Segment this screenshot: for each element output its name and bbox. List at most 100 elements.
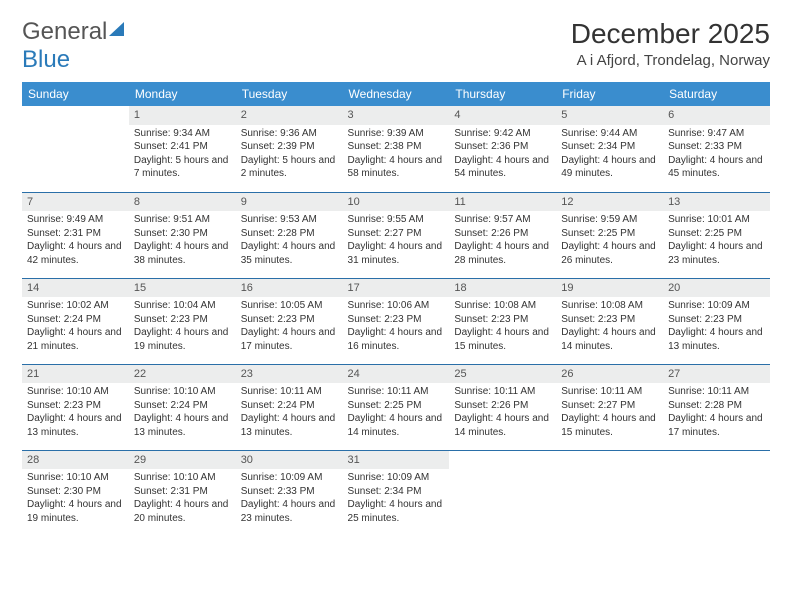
calendar-cell: 22Sunrise: 10:10 AMSunset: 2:24 PMDaylig…	[129, 364, 236, 450]
sunrise-line: Sunrise: 10:10 AM	[134, 385, 231, 399]
calendar-cell: 28Sunrise: 10:10 AMSunset: 2:30 PMDaylig…	[22, 450, 129, 536]
sunrise-line: Sunrise: 9:49 AM	[27, 213, 124, 227]
title-block: December 2025 A i Afjord, Trondelag, Nor…	[571, 18, 770, 69]
sunset-line: Sunset: 2:23 PM	[134, 313, 231, 327]
sunset-line: Sunset: 2:36 PM	[454, 140, 551, 154]
day-body: Sunrise: 9:42 AMSunset: 2:36 PMDaylight:…	[449, 125, 556, 185]
sunrise-line: Sunrise: 9:36 AM	[241, 127, 338, 141]
calendar-cell: 7Sunrise: 9:49 AMSunset: 2:31 PMDaylight…	[22, 192, 129, 278]
daylight-line: Daylight: 4 hours and 19 minutes.	[27, 498, 124, 525]
day-number: 17	[343, 279, 450, 298]
sunset-line: Sunset: 2:28 PM	[668, 399, 765, 413]
sunset-line: Sunset: 2:23 PM	[668, 313, 765, 327]
day-number: 26	[556, 365, 663, 384]
weekday-header: Sunday	[22, 82, 129, 106]
day-body: Sunrise: 10:10 AMSunset: 2:23 PMDaylight…	[22, 383, 129, 443]
day-number: 16	[236, 279, 343, 298]
sunset-line: Sunset: 2:34 PM	[561, 140, 658, 154]
day-number	[663, 451, 770, 455]
day-number	[556, 451, 663, 455]
day-body: Sunrise: 10:10 AMSunset: 2:24 PMDaylight…	[129, 383, 236, 443]
day-number: 3	[343, 106, 450, 125]
weekday-header-row: Sunday Monday Tuesday Wednesday Thursday…	[22, 82, 770, 106]
sunrise-line: Sunrise: 10:11 AM	[668, 385, 765, 399]
daylight-line: Daylight: 4 hours and 13 minutes.	[668, 326, 765, 353]
daylight-line: Daylight: 4 hours and 58 minutes.	[348, 154, 445, 181]
sunrise-line: Sunrise: 9:34 AM	[134, 127, 231, 141]
day-number: 2	[236, 106, 343, 125]
calendar-cell: 26Sunrise: 10:11 AMSunset: 2:27 PMDaylig…	[556, 364, 663, 450]
calendar-cell: 6Sunrise: 9:47 AMSunset: 2:33 PMDaylight…	[663, 106, 770, 192]
sunrise-line: Sunrise: 10:09 AM	[241, 471, 338, 485]
sunset-line: Sunset: 2:26 PM	[454, 227, 551, 241]
day-body: Sunrise: 10:09 AMSunset: 2:23 PMDaylight…	[663, 297, 770, 357]
daylight-line: Daylight: 4 hours and 13 minutes.	[27, 412, 124, 439]
sunset-line: Sunset: 2:28 PM	[241, 227, 338, 241]
calendar-cell	[556, 450, 663, 536]
sunrise-line: Sunrise: 10:04 AM	[134, 299, 231, 313]
calendar-cell: 25Sunrise: 10:11 AMSunset: 2:26 PMDaylig…	[449, 364, 556, 450]
day-body: Sunrise: 9:36 AMSunset: 2:39 PMDaylight:…	[236, 125, 343, 185]
day-number: 21	[22, 365, 129, 384]
sunset-line: Sunset: 2:24 PM	[134, 399, 231, 413]
calendar-cell	[22, 106, 129, 192]
day-body: Sunrise: 10:08 AMSunset: 2:23 PMDaylight…	[556, 297, 663, 357]
daylight-line: Daylight: 4 hours and 28 minutes.	[454, 240, 551, 267]
daylight-line: Daylight: 4 hours and 26 minutes.	[561, 240, 658, 267]
daylight-line: Daylight: 4 hours and 15 minutes.	[561, 412, 658, 439]
calendar-cell: 15Sunrise: 10:04 AMSunset: 2:23 PMDaylig…	[129, 278, 236, 364]
sunrise-line: Sunrise: 10:11 AM	[348, 385, 445, 399]
sunrise-line: Sunrise: 10:10 AM	[134, 471, 231, 485]
day-body: Sunrise: 9:51 AMSunset: 2:30 PMDaylight:…	[129, 211, 236, 271]
daylight-line: Daylight: 4 hours and 19 minutes.	[134, 326, 231, 353]
daylight-line: Daylight: 4 hours and 14 minutes.	[348, 412, 445, 439]
calendar-table: Sunday Monday Tuesday Wednesday Thursday…	[22, 82, 770, 536]
day-body: Sunrise: 10:11 AMSunset: 2:26 PMDaylight…	[449, 383, 556, 443]
day-number: 14	[22, 279, 129, 298]
sunrise-line: Sunrise: 10:10 AM	[27, 471, 124, 485]
calendar-cell: 5Sunrise: 9:44 AMSunset: 2:34 PMDaylight…	[556, 106, 663, 192]
daylight-line: Daylight: 4 hours and 17 minutes.	[668, 412, 765, 439]
daylight-line: Daylight: 4 hours and 20 minutes.	[134, 498, 231, 525]
day-body: Sunrise: 10:11 AMSunset: 2:28 PMDaylight…	[663, 383, 770, 443]
sunset-line: Sunset: 2:23 PM	[241, 313, 338, 327]
weekday-header: Saturday	[663, 82, 770, 106]
logo: General Blue	[22, 18, 127, 74]
sunrise-line: Sunrise: 9:42 AM	[454, 127, 551, 141]
sunrise-line: Sunrise: 10:02 AM	[27, 299, 124, 313]
day-body: Sunrise: 10:11 AMSunset: 2:27 PMDaylight…	[556, 383, 663, 443]
calendar-cell: 29Sunrise: 10:10 AMSunset: 2:31 PMDaylig…	[129, 450, 236, 536]
daylight-line: Daylight: 4 hours and 15 minutes.	[454, 326, 551, 353]
day-number: 22	[129, 365, 236, 384]
day-body: Sunrise: 10:09 AMSunset: 2:33 PMDaylight…	[236, 469, 343, 529]
logo-text-2: Blue	[22, 46, 70, 73]
day-body: Sunrise: 9:49 AMSunset: 2:31 PMDaylight:…	[22, 211, 129, 271]
calendar-cell: 4Sunrise: 9:42 AMSunset: 2:36 PMDaylight…	[449, 106, 556, 192]
day-number: 23	[236, 365, 343, 384]
daylight-line: Daylight: 4 hours and 14 minutes.	[561, 326, 658, 353]
sunrise-line: Sunrise: 10:05 AM	[241, 299, 338, 313]
calendar-cell	[663, 450, 770, 536]
daylight-line: Daylight: 4 hours and 13 minutes.	[134, 412, 231, 439]
day-body: Sunrise: 10:10 AMSunset: 2:30 PMDaylight…	[22, 469, 129, 529]
day-number: 20	[663, 279, 770, 298]
header: General Blue December 2025 A i Afjord, T…	[22, 18, 770, 74]
calendar-cell: 2Sunrise: 9:36 AMSunset: 2:39 PMDaylight…	[236, 106, 343, 192]
logo-text: General Blue	[22, 18, 127, 74]
day-number: 25	[449, 365, 556, 384]
calendar-cell: 3Sunrise: 9:39 AMSunset: 2:38 PMDaylight…	[343, 106, 450, 192]
weekday-header: Friday	[556, 82, 663, 106]
calendar-cell: 30Sunrise: 10:09 AMSunset: 2:33 PMDaylig…	[236, 450, 343, 536]
calendar-cell: 16Sunrise: 10:05 AMSunset: 2:23 PMDaylig…	[236, 278, 343, 364]
day-body: Sunrise: 9:57 AMSunset: 2:26 PMDaylight:…	[449, 211, 556, 271]
day-number: 29	[129, 451, 236, 470]
logo-text-1: General	[22, 18, 107, 45]
day-body: Sunrise: 10:10 AMSunset: 2:31 PMDaylight…	[129, 469, 236, 529]
daylight-line: Daylight: 4 hours and 49 minutes.	[561, 154, 658, 181]
sunrise-line: Sunrise: 10:06 AM	[348, 299, 445, 313]
day-body: Sunrise: 9:44 AMSunset: 2:34 PMDaylight:…	[556, 125, 663, 185]
calendar-week-row: 1Sunrise: 9:34 AMSunset: 2:41 PMDaylight…	[22, 106, 770, 192]
day-body: Sunrise: 9:39 AMSunset: 2:38 PMDaylight:…	[343, 125, 450, 185]
sunrise-line: Sunrise: 10:11 AM	[241, 385, 338, 399]
sunset-line: Sunset: 2:39 PM	[241, 140, 338, 154]
